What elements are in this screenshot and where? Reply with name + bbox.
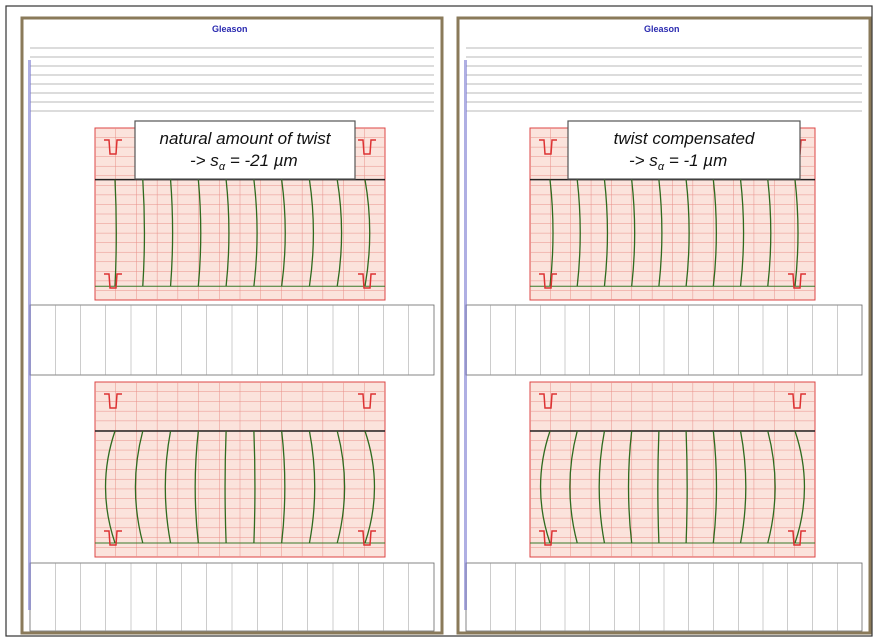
report-panel: Gleason twist compensated -> sα = -1 µm [458, 18, 870, 633]
report-brand: Gleason [644, 24, 680, 34]
side-label [464, 60, 467, 610]
callout-title: twist compensated [614, 129, 755, 148]
callout-arrow: -> s [190, 151, 219, 170]
callout-arrow: -> s [629, 151, 658, 170]
side-label [28, 60, 31, 610]
report-panel: Gleason natural amount of twist -> sα = -2… [22, 18, 442, 633]
callout-title: natural amount of twist [159, 129, 331, 148]
callout-value: -> sα = -21 µm [190, 151, 298, 173]
callout-number: = -21 µm [225, 151, 298, 170]
callout-number: = -1 µm [664, 151, 727, 170]
page: {"panels": [ {"brand": "Gleason", "callo… [0, 0, 879, 643]
figure: Gleason natural amount of twist -> sα = -2… [0, 0, 879, 643]
callout-value: -> sα = -1 µm [629, 151, 727, 173]
report-brand: Gleason [212, 24, 248, 34]
